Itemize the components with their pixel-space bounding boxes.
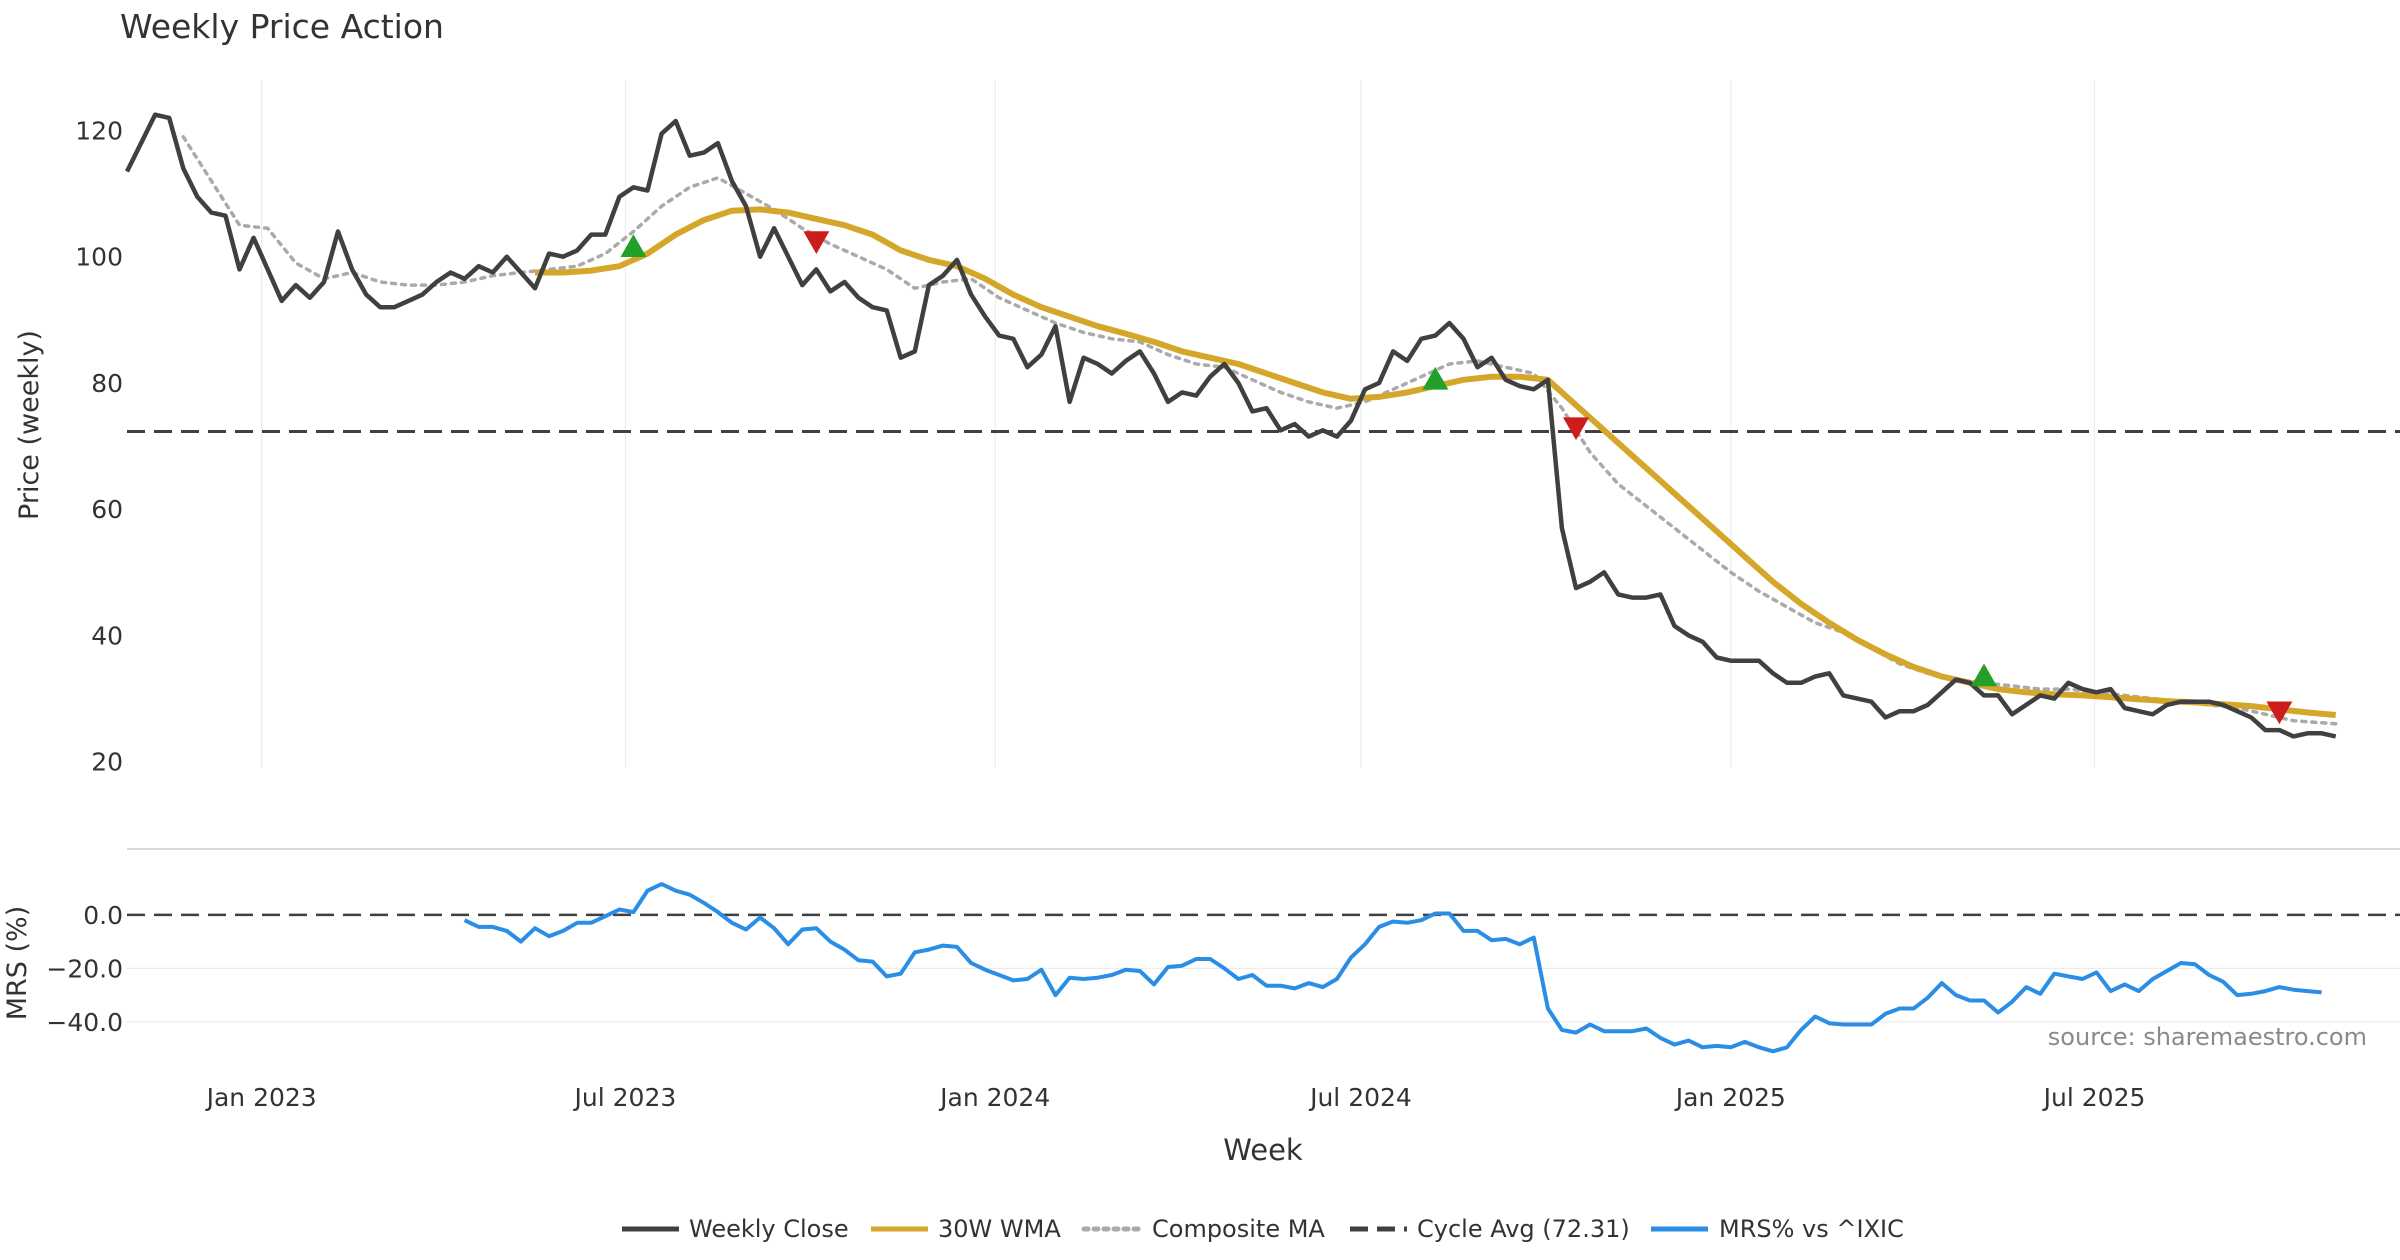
price-y-tick: 20	[91, 748, 123, 777]
x-tick: Jan 2024	[938, 1083, 1050, 1112]
weekly-close-line	[124, 112, 2337, 739]
mrs-y-tick: 0.0	[83, 901, 123, 930]
legend-label-composite-ma: Composite MA	[1152, 1215, 1325, 1243]
sell-signal-marker	[2266, 701, 2293, 725]
mrs-y-axis-label: MRS (%)	[2, 906, 33, 1021]
mrs-panel: 0.0 −20.0 −40.0 MRS (%) source: sharemaest…	[2, 882, 2400, 1054]
price-panel: 20 40 60 80 100 120 Price (weekly)	[14, 80, 2400, 777]
legend-label-mrs: MRS% vs ^IXIC	[1719, 1215, 1904, 1243]
price-gridlines	[261, 80, 2096, 768]
legend-label-cycle-avg: Cycle Avg (72.31)	[1417, 1215, 1630, 1243]
legend-label-weekly-close: Weekly Close	[689, 1215, 849, 1243]
sell-signal-marker	[1563, 417, 1590, 441]
mrs-y-tick-labels: 0.0 −20.0 −40.0	[46, 901, 123, 1037]
x-tick: Jan 2023	[205, 1083, 317, 1112]
signal-markers	[620, 231, 2293, 725]
x-axis-label: Week	[1223, 1133, 1303, 1167]
price-y-tick: 40	[91, 621, 123, 650]
x-tick: Jul 2024	[1308, 1083, 1412, 1112]
legend: Weekly Close 30W WMA Composite MA Cycle …	[622, 1215, 1904, 1243]
buy-signal-marker	[620, 234, 647, 258]
legend-label-30w-wma: 30W WMA	[938, 1215, 1061, 1243]
price-y-tick: 60	[91, 495, 123, 524]
mrs-gridlines	[127, 967, 2400, 1023]
mrs-y-tick: −20.0	[46, 954, 123, 983]
mrs-y-tick: −40.0	[46, 1008, 123, 1037]
x-tick: Jul 2023	[573, 1083, 677, 1112]
x-tick: Jan 2025	[1674, 1083, 1786, 1112]
buy-signal-marker	[1970, 663, 1997, 687]
buy-signal-marker	[1422, 366, 1449, 390]
mrs-line	[463, 882, 2322, 1054]
x-tick-labels: Jan 2023 Jul 2023 Jan 2024 Jul 2024 Jan 2025…	[205, 1083, 2146, 1112]
price-y-tick: 100	[75, 243, 123, 272]
sell-signal-marker	[803, 231, 830, 254]
price-y-tick: 120	[75, 116, 123, 145]
price-y-axis-label: Price (weekly)	[14, 330, 45, 520]
price-y-tick-labels: 20 40 60 80 100 120	[75, 116, 123, 776]
chart-title: Weekly Price Action	[120, 7, 444, 46]
price-y-tick: 80	[91, 369, 123, 398]
source-annotation: source: sharemaestro.com	[2048, 1023, 2367, 1051]
x-tick: Jul 2025	[2042, 1083, 2146, 1112]
